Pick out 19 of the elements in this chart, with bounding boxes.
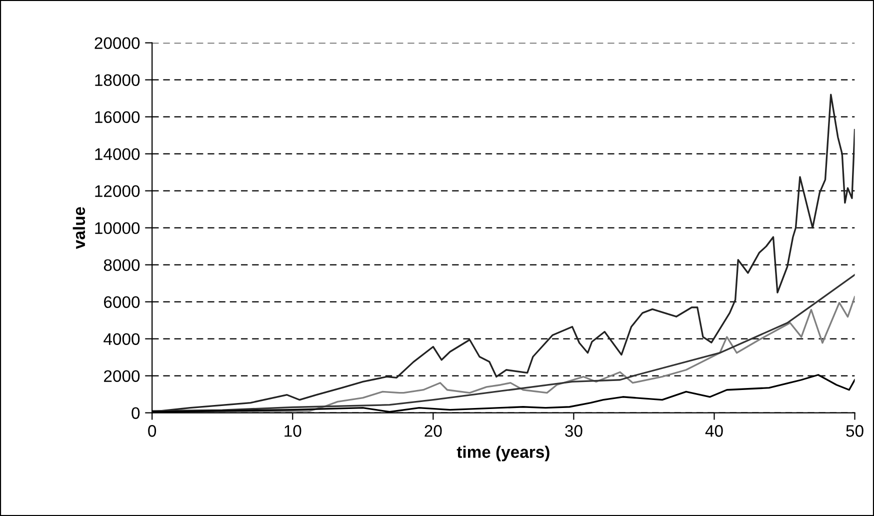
y-tick-label: 2000 xyxy=(104,370,140,382)
x-tick-label: 50 xyxy=(846,425,864,437)
y-tick-label: 8000 xyxy=(104,259,140,272)
x-tick-label: 0 xyxy=(148,425,156,437)
y-tick-label: 16000 xyxy=(95,111,140,124)
y-axis-title: value xyxy=(72,207,86,250)
y-tick-label: 20000 xyxy=(94,37,140,50)
x-tick-label: 40 xyxy=(705,425,723,437)
y-tick-label: 12000 xyxy=(95,185,140,198)
y-tick-label: 14000 xyxy=(95,148,140,160)
y-tick-label: 4000 xyxy=(104,333,140,346)
x-axis-title: time (years) xyxy=(456,446,550,462)
y-tick-label: 10000 xyxy=(95,222,140,234)
y-tick-label: 18000 xyxy=(95,74,140,86)
y-tick-label: 0 xyxy=(132,407,140,420)
x-tick-label: 20 xyxy=(424,425,442,437)
y-tick-label: 6000 xyxy=(104,296,140,308)
x-tick-label: 30 xyxy=(565,425,582,437)
x-tick-label: 10 xyxy=(284,425,302,437)
